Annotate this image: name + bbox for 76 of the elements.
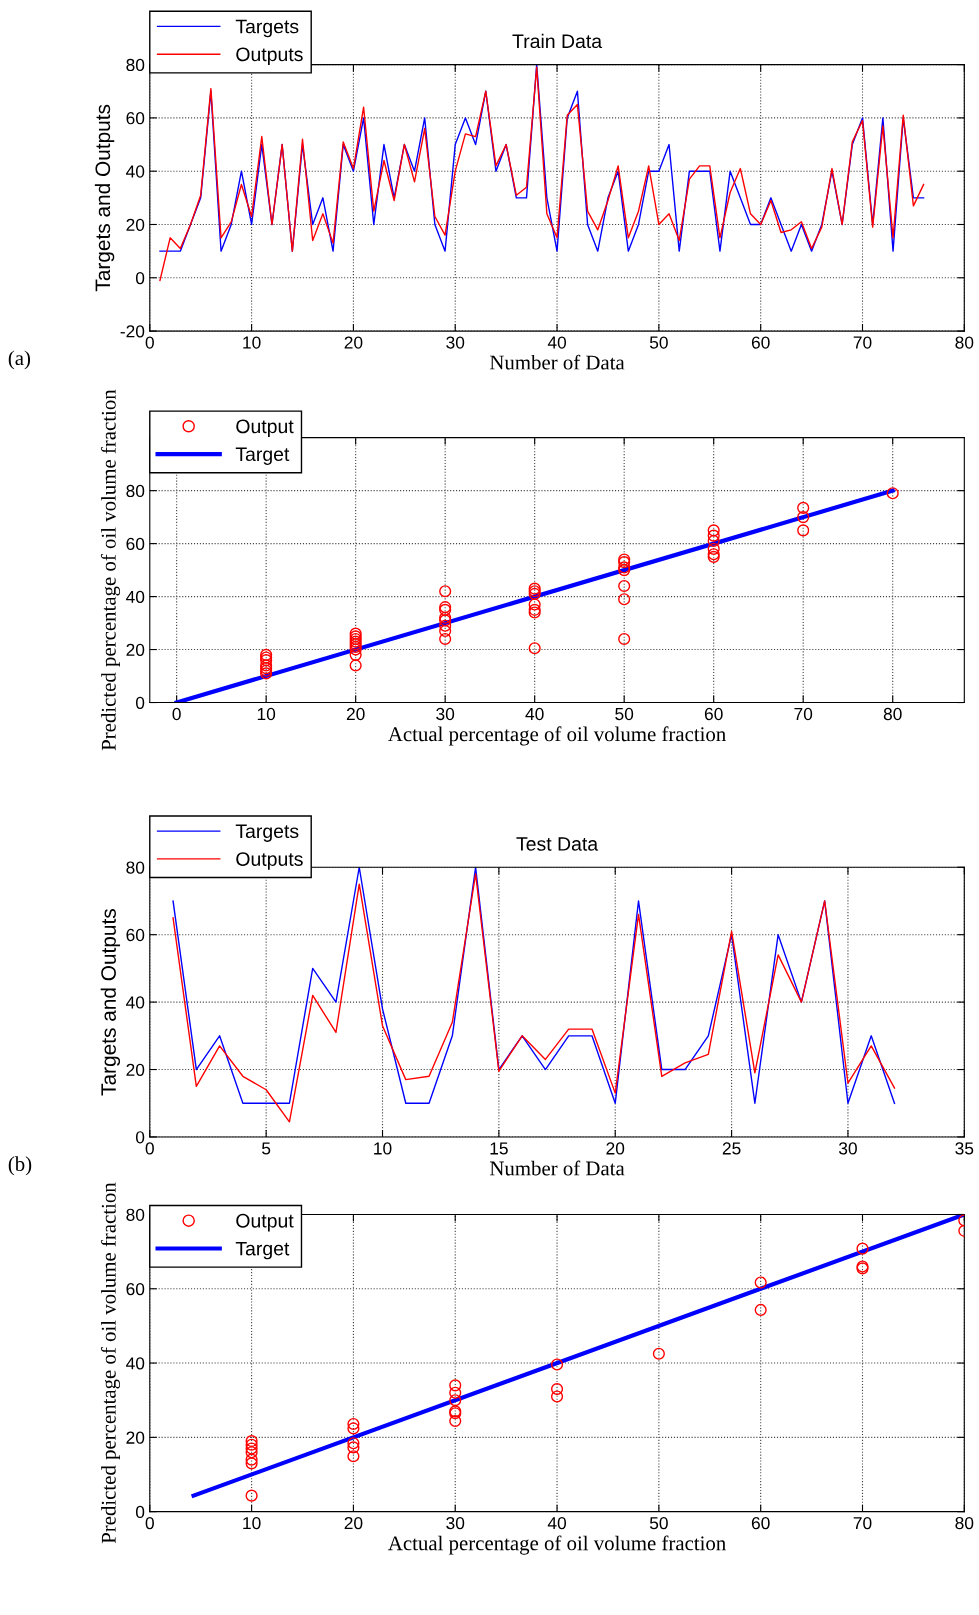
legend-label: Target	[235, 1241, 290, 1260]
x-tick-label: 30	[446, 336, 465, 349]
text: (b)	[8, 1156, 32, 1176]
x-tick-label: 20	[344, 1516, 363, 1530]
y-tick-label: 40	[126, 996, 145, 1009]
x-tick-label: 40	[547, 336, 567, 349]
x-tick-label: 10	[243, 336, 261, 349]
y-tick-label: 0	[135, 1131, 145, 1144]
y-tick-label: 80	[126, 861, 145, 874]
y-tick-label: 20	[126, 643, 145, 657]
x-tick-label: 70	[853, 1516, 872, 1530]
x-tick-label: 80	[955, 1516, 974, 1530]
y-tick-label: 60	[126, 1282, 145, 1296]
x-tick-label: 30	[446, 1516, 465, 1530]
x-tick-label: 60	[751, 1516, 770, 1530]
y-tick-label: 40	[126, 1357, 145, 1370]
x-tick-label: 20	[346, 707, 365, 721]
x-tick-label: 80	[955, 336, 974, 349]
x-tick-label: 30	[436, 707, 455, 721]
x-tick-label: 25	[722, 1142, 741, 1155]
x-tick-label: 0	[145, 1516, 154, 1530]
x-axis-title: Actual percentage of oil volume fraction	[388, 726, 726, 746]
x-tick-label: 20	[344, 336, 363, 349]
x-tick-label: 70	[794, 707, 813, 721]
x-tick-label: 80	[883, 707, 902, 721]
y-tick-label: 0	[135, 696, 145, 709]
legend-label: Targets	[235, 824, 299, 842]
x-tick-label: 10	[257, 707, 276, 721]
x-axis-title: Number of Data	[489, 1160, 625, 1176]
y-tick-label: 60	[126, 112, 145, 125]
x-axis-title: Number of Data	[489, 354, 625, 370]
y-axis-title: Predicted percentage of oil volume fraction	[100, 389, 121, 751]
y-axis-title: Predicted percentage of oil volume fraction	[100, 1182, 121, 1544]
x-tick-label: 5	[262, 1142, 271, 1155]
y-tick-label: 0	[135, 271, 145, 285]
y-tick-label: 40	[126, 590, 145, 604]
legend-label: Output	[236, 419, 294, 438]
x-tick-label: 0	[172, 707, 181, 721]
y-tick-label: 20	[126, 1063, 145, 1076]
x-tick-label: 0	[145, 336, 154, 349]
x-tick-label: 40	[525, 707, 544, 721]
x-tick-label: 50	[649, 336, 668, 349]
x-tick-label: 60	[751, 336, 770, 349]
x-tick-label: 60	[704, 707, 723, 721]
x-tick-label: 50	[649, 1516, 668, 1530]
legend-label: Target	[235, 447, 290, 465]
x-tick-label: 10	[243, 1516, 261, 1530]
x-tick-label: 40	[547, 1516, 567, 1530]
x-tick-label: 20	[606, 1142, 625, 1155]
x-tick-label: 50	[615, 707, 634, 721]
chart-title: Test Data	[516, 837, 599, 851]
x-axis-title: Actual percentage of oil volume fraction	[388, 1535, 726, 1555]
x-tick-label: 30	[838, 1142, 857, 1155]
y-tick-label: 80	[126, 58, 145, 72]
x-tick-label: 70	[853, 336, 872, 349]
x-tick-label: 10	[374, 1142, 392, 1155]
x-tick-label: 35	[955, 1142, 974, 1155]
y-tick-label: -20	[120, 325, 145, 338]
chart-title: Train Data	[512, 33, 603, 49]
y-tick-label: 0	[135, 1505, 145, 1519]
y-tick-label: 60	[126, 537, 145, 551]
x-tick-label: 0	[145, 1142, 154, 1155]
y-tick-label: 60	[126, 928, 145, 942]
text: (a)	[8, 350, 31, 370]
y-tick-label: 40	[126, 165, 145, 178]
legend-label: Targets	[235, 19, 299, 38]
y-tick-label: 80	[126, 1208, 145, 1221]
y-tick-label: 20	[126, 218, 145, 231]
y-axis-title: Targets and Outputs	[100, 909, 121, 1096]
legend-label: Outputs	[236, 47, 303, 66]
y-tick-label: 20	[126, 1431, 145, 1444]
y-axis-title: Targets and Outputs	[94, 104, 115, 292]
y-tick-label: 80	[126, 484, 145, 498]
legend-label: Outputs	[236, 852, 303, 870]
x-tick-label: 15	[490, 1142, 508, 1155]
legend-label: Output	[236, 1213, 294, 1232]
